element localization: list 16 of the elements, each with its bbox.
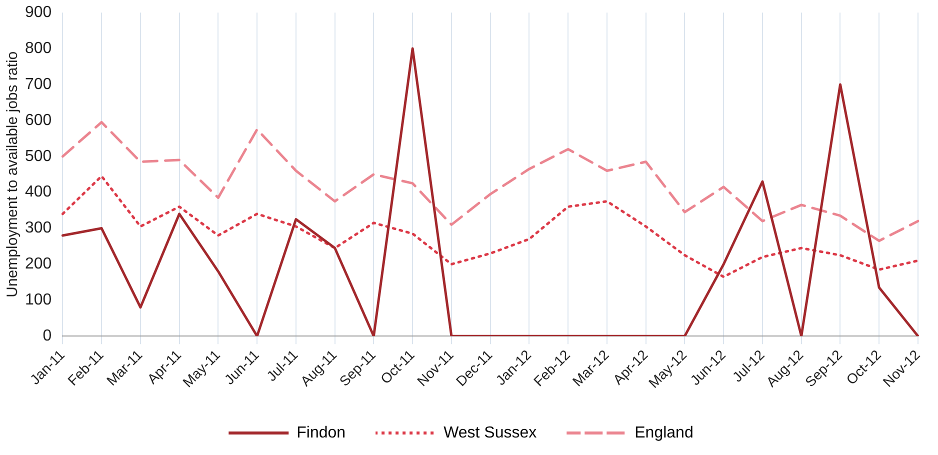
- y-tick-label: 0: [42, 328, 52, 345]
- y-axis-title: Unemployment to available jobs ratio: [4, 51, 22, 298]
- y-tick-label: 400: [24, 184, 52, 201]
- legend-label: England: [634, 424, 694, 442]
- y-tick-label: 300: [24, 220, 52, 237]
- y-tick-label: 900: [24, 4, 52, 22]
- y-tick-label: 100: [24, 292, 52, 309]
- line-series: [61, 120, 920, 242]
- line-series: [61, 174, 920, 278]
- y-tick-label: 200: [24, 256, 52, 273]
- legend-label: Findon: [296, 424, 346, 442]
- y-tick-label: 700: [24, 76, 52, 93]
- y-tick-label: 800: [24, 40, 52, 57]
- y-tick-label: 500: [24, 148, 52, 165]
- y-tick-label: 600: [24, 112, 52, 129]
- legend-label: West Sussex: [444, 424, 537, 442]
